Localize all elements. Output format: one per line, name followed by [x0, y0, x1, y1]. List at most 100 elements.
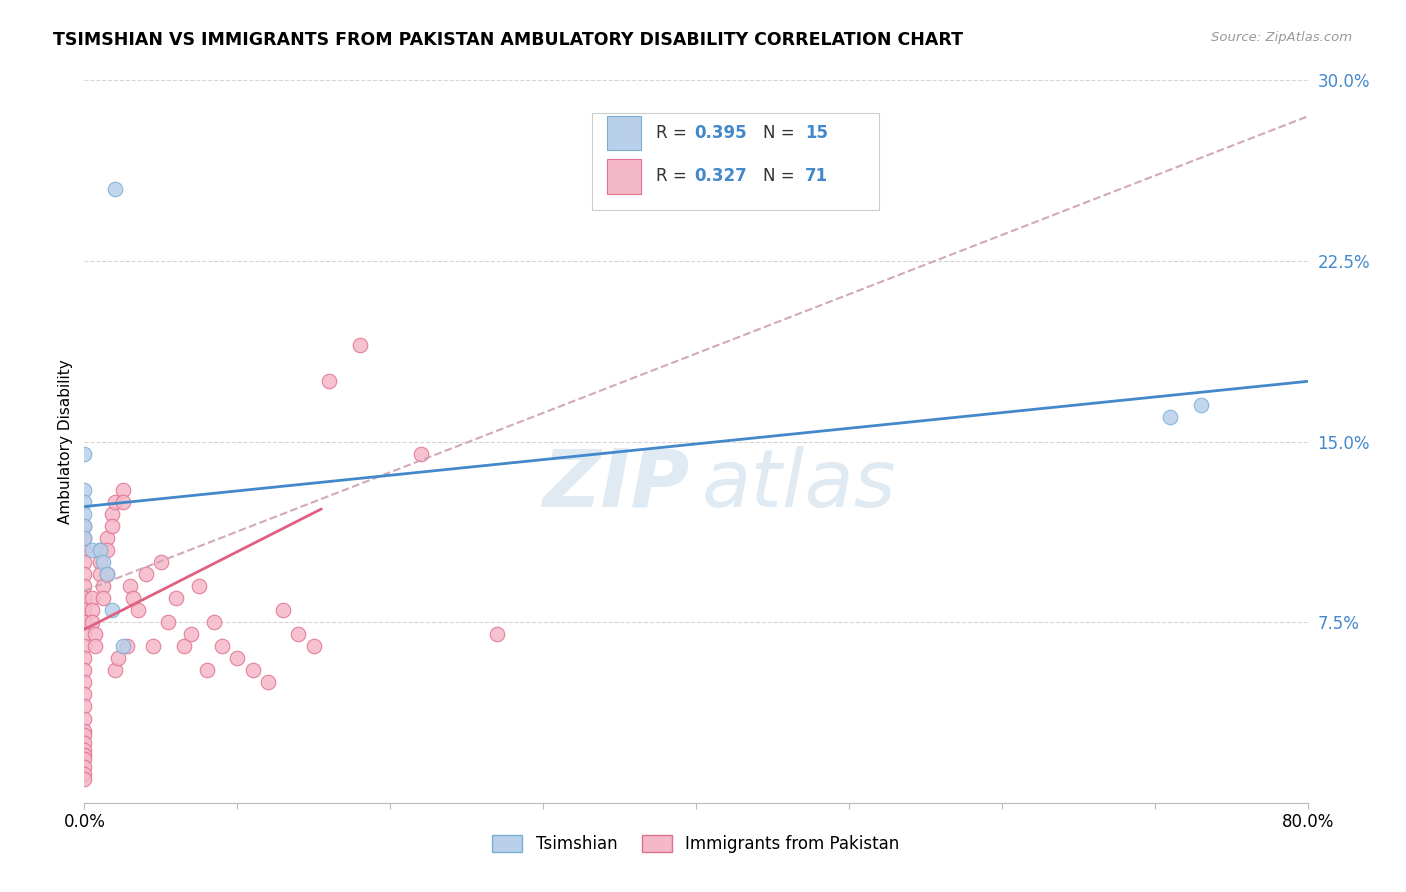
Point [111, 483, 134, 497]
Point [91, 555, 114, 569]
Point [1189, 398, 1212, 412]
Text: ZIP: ZIP [543, 446, 690, 524]
Text: 71: 71 [804, 168, 828, 186]
Point [84, 627, 107, 641]
Text: N =: N = [763, 168, 800, 186]
Point [89, 555, 111, 569]
Point [73, 567, 96, 582]
Point [73, 752, 96, 766]
Point [104, 494, 127, 508]
Point [165, 591, 187, 605]
Point [1159, 410, 1181, 425]
Point [111, 494, 134, 508]
Point [135, 567, 157, 582]
Point [107, 651, 129, 665]
Point [73, 507, 96, 521]
Point [173, 639, 195, 653]
Text: R =: R = [655, 124, 692, 142]
Point [73, 735, 96, 749]
Point [120, 579, 142, 593]
Point [142, 639, 165, 653]
Point [73, 627, 96, 641]
Point [73, 664, 96, 678]
Legend: Tsimshian, Immigrants from Pakistan: Tsimshian, Immigrants from Pakistan [485, 828, 907, 860]
Point [73, 591, 96, 605]
Text: Source: ZipAtlas.com: Source: ZipAtlas.com [1212, 31, 1353, 45]
Point [73, 531, 96, 545]
Text: 0.395: 0.395 [695, 124, 748, 142]
Text: N =: N = [763, 124, 800, 142]
Point [73, 615, 96, 630]
Point [73, 542, 96, 557]
Point [96, 567, 118, 582]
Point [157, 615, 180, 630]
Point [349, 338, 371, 352]
Point [271, 603, 294, 617]
Point [73, 446, 96, 460]
Point [486, 627, 509, 641]
Point [96, 531, 118, 545]
Point [73, 531, 96, 545]
Point [257, 675, 280, 690]
Point [287, 627, 309, 641]
Point [226, 651, 249, 665]
Point [73, 747, 96, 762]
Point [149, 555, 172, 569]
Point [115, 639, 138, 653]
Point [73, 579, 96, 593]
Point [84, 639, 107, 653]
Point [80, 615, 103, 630]
Point [91, 591, 114, 605]
Point [96, 567, 118, 582]
FancyBboxPatch shape [592, 112, 880, 211]
Point [96, 542, 118, 557]
Point [73, 712, 96, 726]
Point [104, 181, 127, 195]
Point [89, 542, 111, 557]
Point [202, 615, 225, 630]
Point [73, 767, 96, 781]
Point [111, 639, 134, 653]
Point [101, 507, 124, 521]
Point [122, 591, 145, 605]
Point [73, 603, 96, 617]
Point [101, 603, 124, 617]
Point [73, 760, 96, 774]
Point [73, 651, 96, 665]
Point [73, 483, 96, 497]
Point [73, 518, 96, 533]
Point [242, 664, 264, 678]
Point [89, 567, 111, 582]
Point [80, 542, 103, 557]
Text: 15: 15 [804, 124, 828, 142]
Point [80, 603, 103, 617]
Point [180, 627, 202, 641]
Point [80, 591, 103, 605]
Point [73, 723, 96, 738]
Point [127, 603, 149, 617]
Point [73, 639, 96, 653]
Point [73, 728, 96, 742]
Bar [606, 159, 641, 194]
Point [91, 579, 114, 593]
Point [318, 374, 340, 388]
Point [89, 542, 111, 557]
Point [73, 743, 96, 757]
Point [73, 687, 96, 701]
Point [188, 579, 211, 593]
Point [73, 772, 96, 786]
Y-axis label: Ambulatory Disability: Ambulatory Disability [58, 359, 73, 524]
Text: 0.327: 0.327 [695, 168, 748, 186]
Point [302, 639, 325, 653]
Point [73, 675, 96, 690]
Point [195, 664, 218, 678]
Point [73, 518, 96, 533]
Point [101, 518, 124, 533]
Bar [606, 116, 641, 151]
Point [104, 664, 127, 678]
Text: R =: R = [655, 168, 692, 186]
Text: TSIMSHIAN VS IMMIGRANTS FROM PAKISTAN AMBULATORY DISABILITY CORRELATION CHART: TSIMSHIAN VS IMMIGRANTS FROM PAKISTAN AM… [53, 31, 963, 49]
Point [73, 555, 96, 569]
Point [73, 494, 96, 508]
Point [409, 446, 432, 460]
